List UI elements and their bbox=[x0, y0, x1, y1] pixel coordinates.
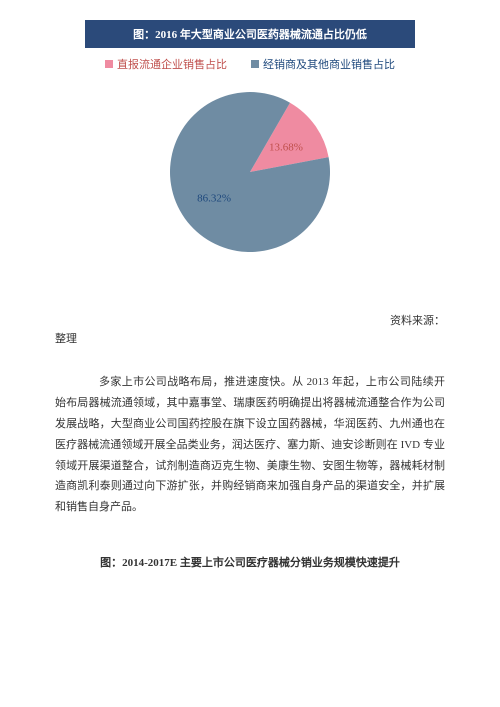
pie-chart: 13.68% 86.32% bbox=[85, 76, 415, 272]
pie-label-dealer: 86.32% bbox=[197, 193, 231, 205]
legend-label-dealer: 经销商及其他商业销售占比 bbox=[263, 56, 395, 72]
figure-caption: 图：2014-2017E 主要上市公司医疗器械分销业务规模快速提升 bbox=[55, 554, 445, 570]
pie-label-direct: 13.68% bbox=[269, 142, 303, 154]
chart-title-bar: 图：2016 年大型商业公司医药器械流通占比仍低 bbox=[85, 20, 415, 48]
source-prefix: 资料来源： bbox=[55, 312, 445, 328]
body-paragraph: 多家上市公司战略布局，推进速度快。从 2013 年起，上市公司陆续开始布局器械流… bbox=[55, 372, 445, 518]
legend-item-dealer: 经销商及其他商业销售占比 bbox=[251, 56, 395, 72]
legend-swatch-direct bbox=[105, 60, 113, 68]
legend-label-direct: 直报流通企业销售占比 bbox=[117, 56, 227, 72]
legend-item-direct: 直报流通企业销售占比 bbox=[105, 56, 227, 72]
document-page: 图：2016 年大型商业公司医药器械流通占比仍低 直报流通企业销售占比 经销商及… bbox=[0, 0, 500, 590]
pie-svg: 13.68% 86.32% bbox=[150, 82, 350, 262]
source-body: 整理 bbox=[55, 330, 445, 346]
legend-swatch-dealer bbox=[251, 60, 259, 68]
chart-legend: 直报流通企业销售占比 经销商及其他商业销售占比 bbox=[85, 56, 415, 72]
